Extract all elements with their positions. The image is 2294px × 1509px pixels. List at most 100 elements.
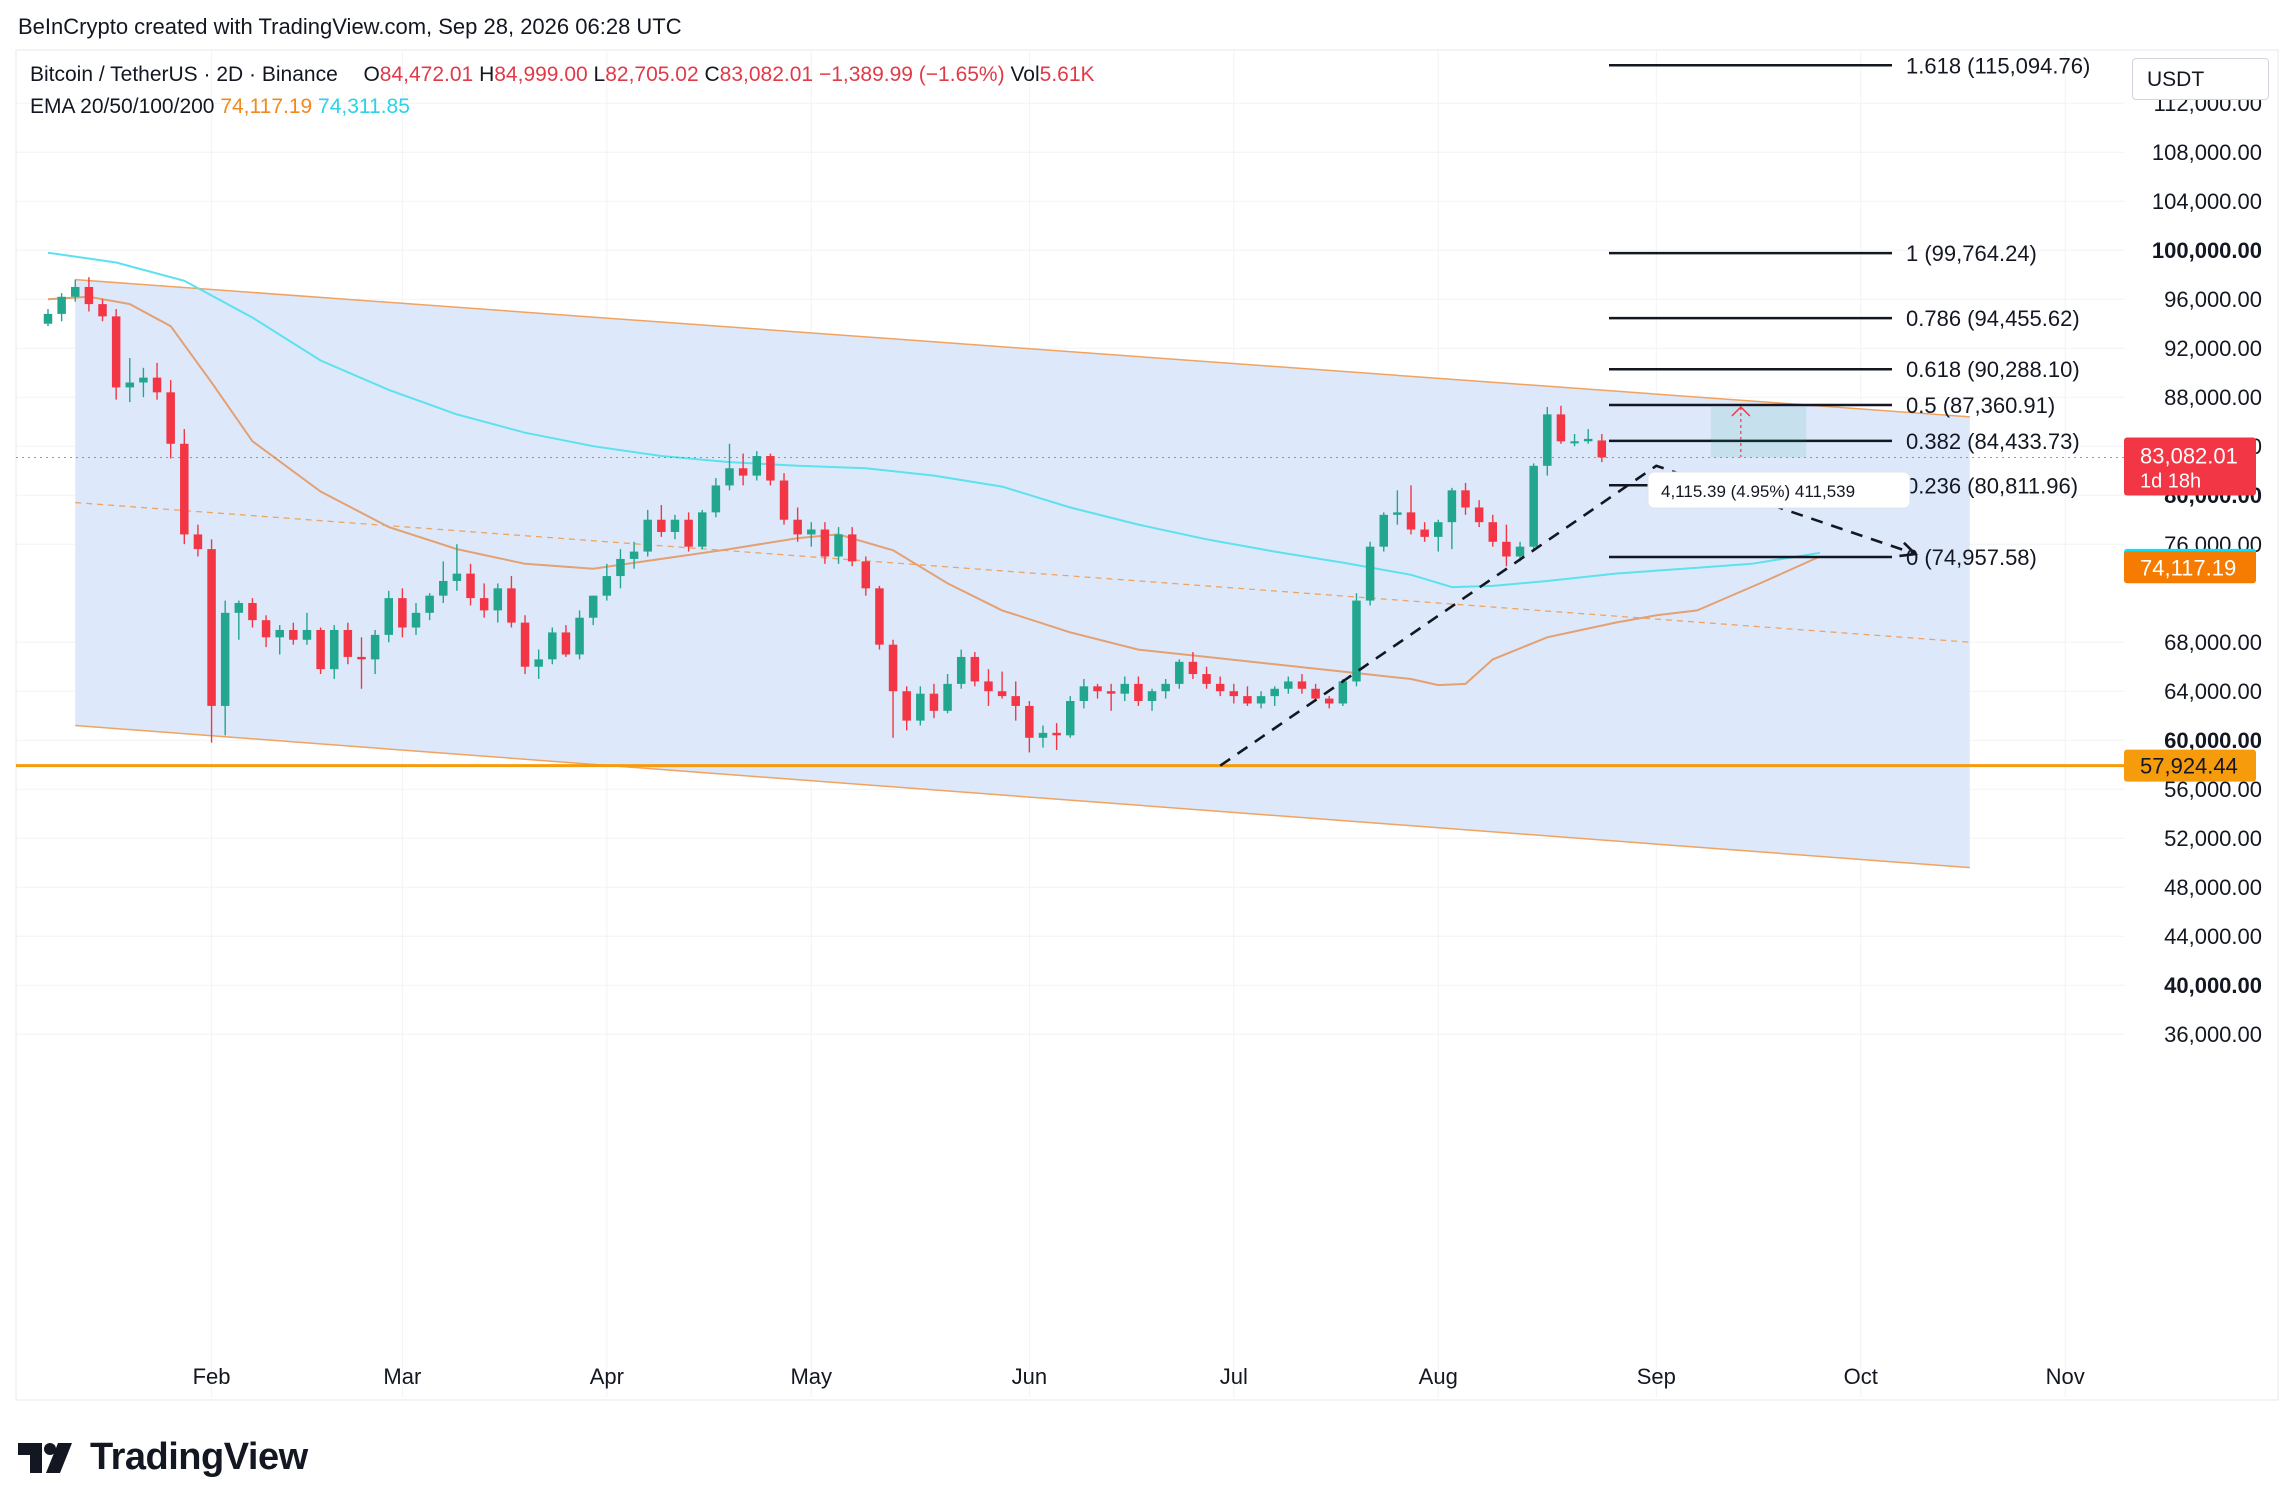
candle-body bbox=[71, 286, 80, 297]
candle-body bbox=[493, 588, 503, 611]
candle-body bbox=[970, 656, 980, 682]
x-axis-month-label: Jul bbox=[1220, 1364, 1248, 1389]
fib-level-label[interactable]: 1.618 (115,094.76) bbox=[1906, 53, 2090, 78]
candle-body bbox=[643, 519, 652, 552]
channel-upper-line bbox=[75, 278, 1970, 418]
y-axis-tick-label: 60,000.00 bbox=[2164, 728, 2262, 753]
candle-body bbox=[125, 382, 135, 388]
candle-body bbox=[520, 622, 530, 667]
candle-body bbox=[1311, 688, 1320, 699]
fib-level-label[interactable]: 0.236 (80,811.96) bbox=[1906, 473, 2078, 498]
ema-200-line bbox=[47, 251, 1821, 589]
open-value: 84,472.01 bbox=[379, 63, 474, 86]
open-label: O bbox=[363, 63, 380, 86]
price-tag-support bbox=[2124, 749, 2256, 782]
candle-body bbox=[1297, 681, 1307, 689]
low-value: 82,705.02 bbox=[605, 63, 699, 86]
y-axis-tick-label: 92,000.00 bbox=[2164, 336, 2262, 361]
candle-body bbox=[575, 617, 584, 655]
y-axis-tick-label: 52,000.00 bbox=[2164, 826, 2262, 851]
candle-body bbox=[248, 603, 257, 621]
candle-body bbox=[670, 519, 680, 532]
candle-body bbox=[166, 392, 175, 444]
fib-level-label[interactable]: 0.5 (87,360.91) bbox=[1906, 393, 2055, 418]
candle-body bbox=[943, 683, 952, 711]
high-value: 84,999.00 bbox=[494, 63, 588, 86]
y-axis-tick-label: 100,000.00 bbox=[2152, 238, 2262, 263]
candle-body bbox=[725, 468, 734, 486]
candle-body bbox=[602, 576, 612, 596]
fib-level-label[interactable]: 0.786 (94,455.62) bbox=[1906, 306, 2080, 331]
candle-body bbox=[984, 681, 993, 692]
y-axis-tick-label: 104,000.00 bbox=[2152, 189, 2262, 214]
candle-body bbox=[1188, 661, 1198, 675]
symbol-name[interactable]: Bitcoin / TetherUS · 2D · Binance bbox=[30, 63, 338, 86]
candle-body bbox=[1134, 683, 1143, 702]
candle-body bbox=[1066, 701, 1075, 736]
zigzag-pattern bbox=[1219, 464, 1916, 767]
symbol-legend[interactable]: Bitcoin / TetherUS · 2D · Binance O84,47… bbox=[30, 63, 1095, 87]
candle-body bbox=[302, 629, 312, 640]
tradingview-logo[interactable]: TradingView bbox=[18, 1436, 308, 1479]
measure-tooltip-text: 4,115.39 (4.95%) 411,539 bbox=[1661, 482, 1855, 501]
candle-body bbox=[275, 629, 284, 638]
price-tag-support-label: 57,924.44 bbox=[2140, 754, 2238, 779]
fib-level-label[interactable]: 0 (74,957.58) bbox=[1906, 545, 2037, 570]
candle-body bbox=[316, 629, 325, 670]
tradingview-logo-icon bbox=[18, 1442, 72, 1473]
price-tag-last bbox=[2124, 437, 2256, 496]
candle-body bbox=[207, 549, 216, 706]
y-axis-tick-label: 68,000.00 bbox=[2164, 630, 2262, 655]
candle-body bbox=[329, 629, 339, 670]
candle-body bbox=[793, 519, 802, 535]
candle-body bbox=[1079, 686, 1089, 702]
fib-level-label[interactable]: 0.618 (90,288.10) bbox=[1906, 357, 2080, 382]
candle-body bbox=[697, 512, 707, 547]
candle-body bbox=[152, 377, 162, 393]
ema-legend[interactable]: EMA 20/50/100/200 74,117.19 74,311.85 bbox=[30, 95, 410, 119]
candle-body bbox=[766, 456, 775, 481]
channel-mid-line bbox=[75, 501, 1970, 643]
candle-body bbox=[1447, 490, 1457, 523]
candle-body bbox=[289, 629, 298, 640]
ema-value-cyan: 74,311.85 bbox=[318, 95, 410, 118]
candle-body bbox=[452, 573, 462, 581]
candle-body bbox=[588, 595, 598, 618]
candle-body bbox=[1120, 683, 1130, 694]
ema-label[interactable]: EMA 20/50/100/200 bbox=[30, 95, 215, 118]
fib-level-label[interactable]: 0.382 (84,433.73) bbox=[1906, 429, 2080, 454]
candle-body bbox=[875, 588, 884, 645]
candle-body bbox=[997, 691, 1007, 697]
x-axis-month-label: Jun bbox=[1012, 1364, 1047, 1389]
candle-body bbox=[1106, 691, 1116, 694]
x-axis-month-label: Nov bbox=[2046, 1364, 2085, 1389]
currency-selector[interactable]: USDT bbox=[2132, 58, 2269, 100]
y-axis-tick-label: 36,000.00 bbox=[2164, 1022, 2262, 1047]
candle-body bbox=[1256, 696, 1266, 704]
x-axis-month-label: Sep bbox=[1637, 1364, 1676, 1389]
candle-body bbox=[180, 443, 189, 535]
candle-body bbox=[1352, 600, 1361, 682]
candle-body bbox=[411, 612, 421, 628]
candle-body bbox=[1215, 683, 1225, 692]
fib-level-label[interactable]: 1 (99,764.24) bbox=[1906, 241, 2037, 266]
candle-body bbox=[1365, 546, 1375, 601]
candle-body bbox=[1052, 732, 1061, 736]
candle-body bbox=[1025, 705, 1034, 738]
candle-body bbox=[1529, 465, 1538, 547]
candle-body bbox=[888, 644, 898, 692]
candle-body bbox=[1270, 688, 1279, 697]
price-tag-countdown: 1d 18h bbox=[2140, 470, 2201, 492]
x-axis-month-label: Apr bbox=[590, 1364, 624, 1389]
ema-value-orange: 74,117.19 bbox=[220, 95, 313, 118]
candle-body bbox=[220, 612, 230, 706]
candle-body bbox=[1243, 696, 1252, 704]
chart-caption: BeInCrypto created with TradingView.com,… bbox=[18, 14, 682, 39]
candle-body bbox=[1583, 438, 1593, 442]
candle-body bbox=[57, 296, 66, 314]
x-axis-month-label: Aug bbox=[1419, 1364, 1458, 1389]
measure-box bbox=[1710, 407, 1807, 458]
x-axis-month-label: Feb bbox=[193, 1364, 231, 1389]
candle-body bbox=[916, 693, 925, 721]
